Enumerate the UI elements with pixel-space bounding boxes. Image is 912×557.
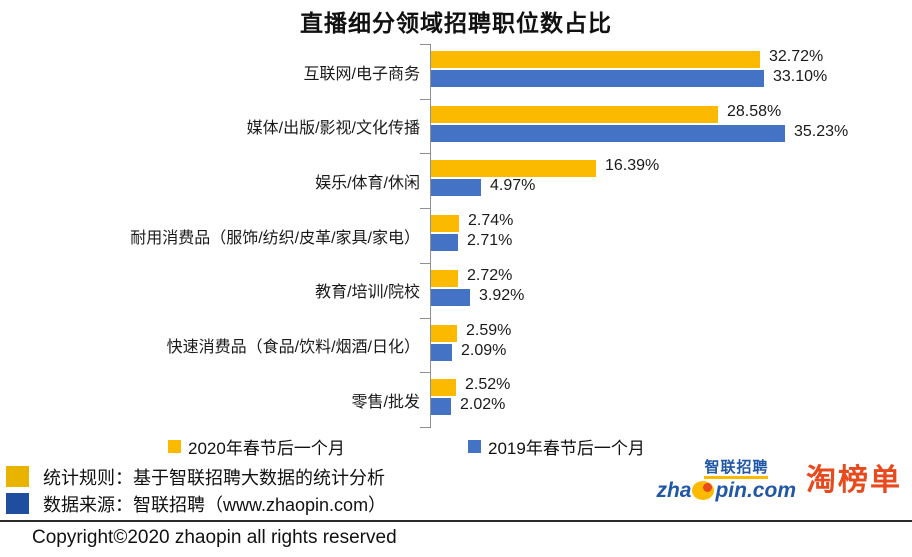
- zhaopin-o-icon: [692, 481, 715, 501]
- value-label: 16.39%: [605, 157, 660, 175]
- brand-logos: 智联招聘 zha pin.com 淘榜单: [656, 457, 902, 502]
- bar-2020: [431, 379, 456, 397]
- bar-2020: [431, 269, 458, 287]
- bar-2020: [431, 215, 459, 233]
- bar-2019: [431, 124, 785, 142]
- value-label: 4.97%: [490, 177, 536, 195]
- category-label: 耐用消费品（服饰/纺织/皮革/家具/家电）: [130, 229, 420, 247]
- footer-divider: [0, 520, 912, 522]
- legend-label-2020: 2020年春节后一个月: [188, 439, 345, 458]
- bar-2019: [431, 398, 451, 416]
- chart-row: 零售/批发 2.52% 2.02%: [0, 372, 912, 427]
- bar-2019: [431, 70, 764, 87]
- axis-tick: [420, 153, 431, 155]
- chart-row: 互联网/电子商务 32.72% 33.10%: [0, 44, 912, 99]
- bar-2020: [431, 160, 596, 178]
- chart-row: 娱乐/体育/休闲 16.39% 4.97%: [0, 153, 912, 208]
- bar-2019: [431, 179, 481, 197]
- category-label: 娱乐/体育/休闲: [315, 174, 420, 192]
- y-axis-line: [430, 44, 431, 427]
- legend-item-2020: 2020年春节后一个月: [168, 434, 345, 459]
- legend-label-2019: 2019年春节后一个月: [488, 439, 645, 458]
- bar-2020: [431, 105, 718, 123]
- legend-item-2019: 2019年春节后一个月: [468, 434, 645, 459]
- value-label: 35.23%: [794, 122, 849, 140]
- value-label: 2.09%: [461, 341, 507, 359]
- value-label: 33.10%: [773, 68, 828, 85]
- chart-row: 耐用消费品（服饰/纺织/皮革/家具/家电） 2.74% 2.71%: [0, 208, 912, 263]
- note-statistics-rule-text: 统计规则：基于智联招聘大数据的统计分析: [43, 467, 385, 488]
- bar-2019: [431, 234, 458, 252]
- axis-tick: [420, 372, 431, 374]
- legend-swatch-2019: [468, 440, 481, 453]
- value-label: 3.92%: [479, 286, 525, 304]
- axis-tick: [420, 317, 431, 319]
- category-label: 媒体/出版/影视/文化传播: [246, 120, 420, 138]
- axis-tick: [420, 426, 431, 428]
- note-data-source-text: 数据来源：智联招聘（www.zhaopin.com）: [43, 494, 387, 515]
- value-label: 2.71%: [467, 232, 513, 250]
- zhaopin-en-wordmark: zha pin.com: [656, 479, 796, 502]
- zhaopin-en-left: zha: [656, 479, 692, 503]
- note-data-source: 数据来源：智联招聘（www.zhaopin.com）: [6, 490, 386, 517]
- value-label: 2.74%: [468, 212, 514, 230]
- note-statistics-rule: 统计规则：基于智联招聘大数据的统计分析: [6, 463, 386, 490]
- value-label: 2.59%: [466, 321, 512, 339]
- note-swatch-yellow: [6, 466, 29, 487]
- value-label: 2.72%: [467, 266, 513, 284]
- value-label: 2.02%: [460, 396, 506, 414]
- value-label: 2.52%: [465, 376, 511, 394]
- axis-tick: [420, 98, 431, 100]
- zhaopin-en-right: pin.com: [715, 479, 796, 503]
- chart-row: 教育/培训/院校 2.72% 3.92%: [0, 263, 912, 318]
- value-label: 28.58%: [727, 102, 782, 120]
- notes: 统计规则：基于智联招聘大数据的统计分析 数据来源：智联招聘（www.zhaopi…: [6, 463, 386, 517]
- note-swatch-blue: [6, 493, 29, 514]
- axis-tick: [420, 44, 431, 45]
- bar-2020: [431, 51, 760, 68]
- bar-2019: [431, 343, 452, 361]
- chart-row: 快速消费品（食品/饮料/烟酒/日化） 2.59% 2.09%: [0, 318, 912, 373]
- bar-2019: [431, 288, 470, 306]
- category-label: 互联网/电子商务: [303, 65, 420, 83]
- axis-tick: [420, 208, 431, 210]
- bar-2020: [431, 324, 457, 342]
- legend-swatch-2020: [168, 440, 181, 453]
- axis-tick: [420, 262, 431, 264]
- chart-title: 直播细分领域招聘职位数占比: [300, 10, 612, 36]
- copyright-text: Copyright©2020 zhaopin all rights reserv…: [32, 527, 397, 548]
- chart-row: 媒体/出版/影视/文化传播 28.58% 35.23%: [0, 99, 912, 154]
- category-label: 教育/培训/院校: [315, 284, 420, 302]
- taobangdan-logo: 淘榜单: [806, 464, 902, 498]
- category-label: 零售/批发: [351, 393, 420, 411]
- legend: 2020年春节后一个月 2019年春节后一个月: [0, 434, 912, 462]
- value-label: 32.72%: [769, 48, 824, 65]
- category-label: 快速消费品（食品/饮料/烟酒/日化）: [166, 339, 420, 356]
- zhaopin-cn-wordmark: 智联招聘: [704, 459, 769, 480]
- zhaopin-logo: 智联招聘 zha pin.com: [656, 457, 796, 502]
